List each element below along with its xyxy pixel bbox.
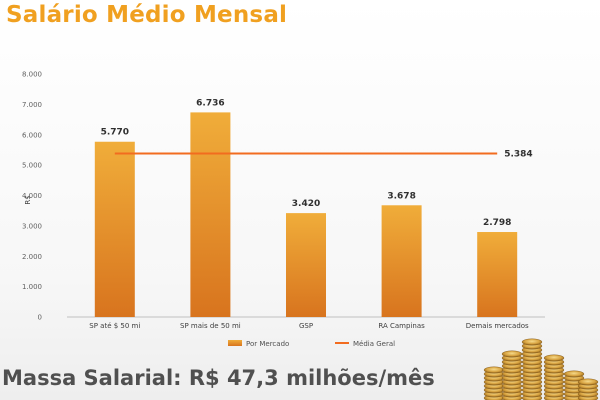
y-tick-label: 7.000 (22, 101, 42, 109)
bar-value-label: 6.736 (196, 98, 224, 108)
y-tick-label: 6.000 (22, 131, 42, 139)
bar (381, 205, 422, 317)
bar (477, 232, 518, 317)
x-tick-label: SP mais de 50 mi (180, 322, 241, 330)
bar (190, 112, 231, 317)
coin-stacks-image (483, 338, 599, 400)
coin (543, 354, 565, 362)
y-tick-label: 8.000 (22, 71, 42, 79)
bar-value-label: 3.678 (387, 191, 415, 201)
x-tick-label: SP até $ 50 mi (89, 322, 140, 330)
legend-label: Média Geral (353, 340, 395, 348)
x-tick-label: Demais mercados (466, 322, 529, 330)
y-tick-label: 3.000 (22, 222, 42, 230)
legend-bar-swatch (228, 340, 242, 346)
coin (501, 350, 523, 358)
x-tick-label: RA Campinas (378, 322, 425, 330)
y-tick-label: 2.000 (22, 253, 42, 261)
coin (563, 370, 585, 378)
bar-value-label: 3.420 (292, 199, 320, 209)
y-tick-label: 0 (38, 314, 42, 322)
chart-title: Salário Médio Mensal (6, 2, 288, 28)
bar-value-label: 2.798 (483, 218, 511, 228)
payroll-total-text: Massa Salarial: R$ 47,3 milhões/mês (2, 366, 435, 390)
legend-label: Por Mercado (246, 340, 289, 348)
bar-value-label: 5.770 (101, 128, 129, 138)
y-tick-label: 4.000 (22, 192, 42, 200)
coin (521, 338, 543, 346)
coin (577, 378, 599, 386)
coin (483, 366, 505, 374)
x-tick-label: GSP (299, 322, 313, 330)
y-tick-label: 5.000 (22, 162, 42, 170)
average-value-label: 5.384 (504, 149, 532, 159)
y-tick-label: 1.000 (22, 283, 42, 291)
bar (286, 213, 326, 317)
y-axis-label: R$ (24, 195, 32, 204)
bar (94, 141, 135, 317)
